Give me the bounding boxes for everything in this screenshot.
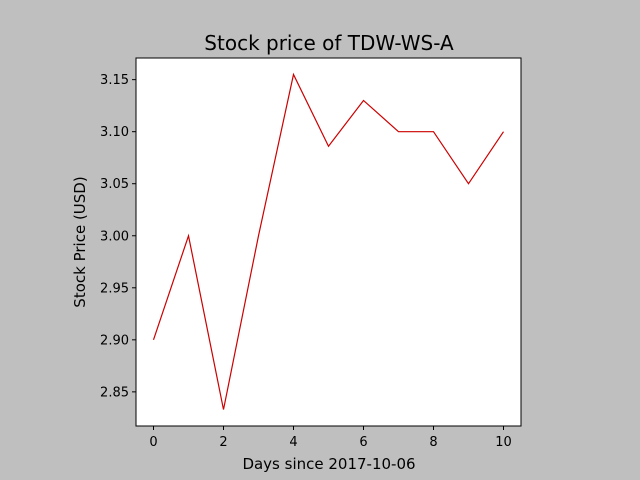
x-tick-label: 4	[289, 435, 297, 450]
y-tick-label: 3.10	[100, 125, 129, 140]
chart-title: Stock price of TDW-WS-A	[204, 31, 454, 55]
x-tick-label: 0	[149, 435, 157, 450]
x-tick-label: 2	[219, 435, 227, 450]
plot-area	[135, 57, 522, 427]
y-tick-label: 3.15	[100, 73, 129, 88]
y-tick-label: 2.95	[100, 281, 129, 296]
x-axis: 0 2 4 6 8 10	[149, 426, 512, 450]
y-tick-label: 2.90	[100, 333, 129, 348]
series-layer	[152, 72, 504, 410]
y-tick-label: 2.85	[100, 385, 129, 400]
y-tick-label: 3.05	[100, 177, 129, 192]
x-tick-label: 10	[495, 435, 512, 450]
x-tick-label: 8	[429, 435, 437, 450]
y-axis-title: Stock Price (USD)	[71, 176, 89, 307]
y-tick-label: 3.00	[100, 229, 129, 244]
x-axis-title: Days since 2017-10-06	[242, 455, 415, 473]
y-axis: 2.85 2.90 2.95 3.00 3.05 3.10 3.15	[100, 73, 136, 400]
x-tick-label: 6	[359, 435, 367, 450]
series-line	[152, 72, 504, 410]
